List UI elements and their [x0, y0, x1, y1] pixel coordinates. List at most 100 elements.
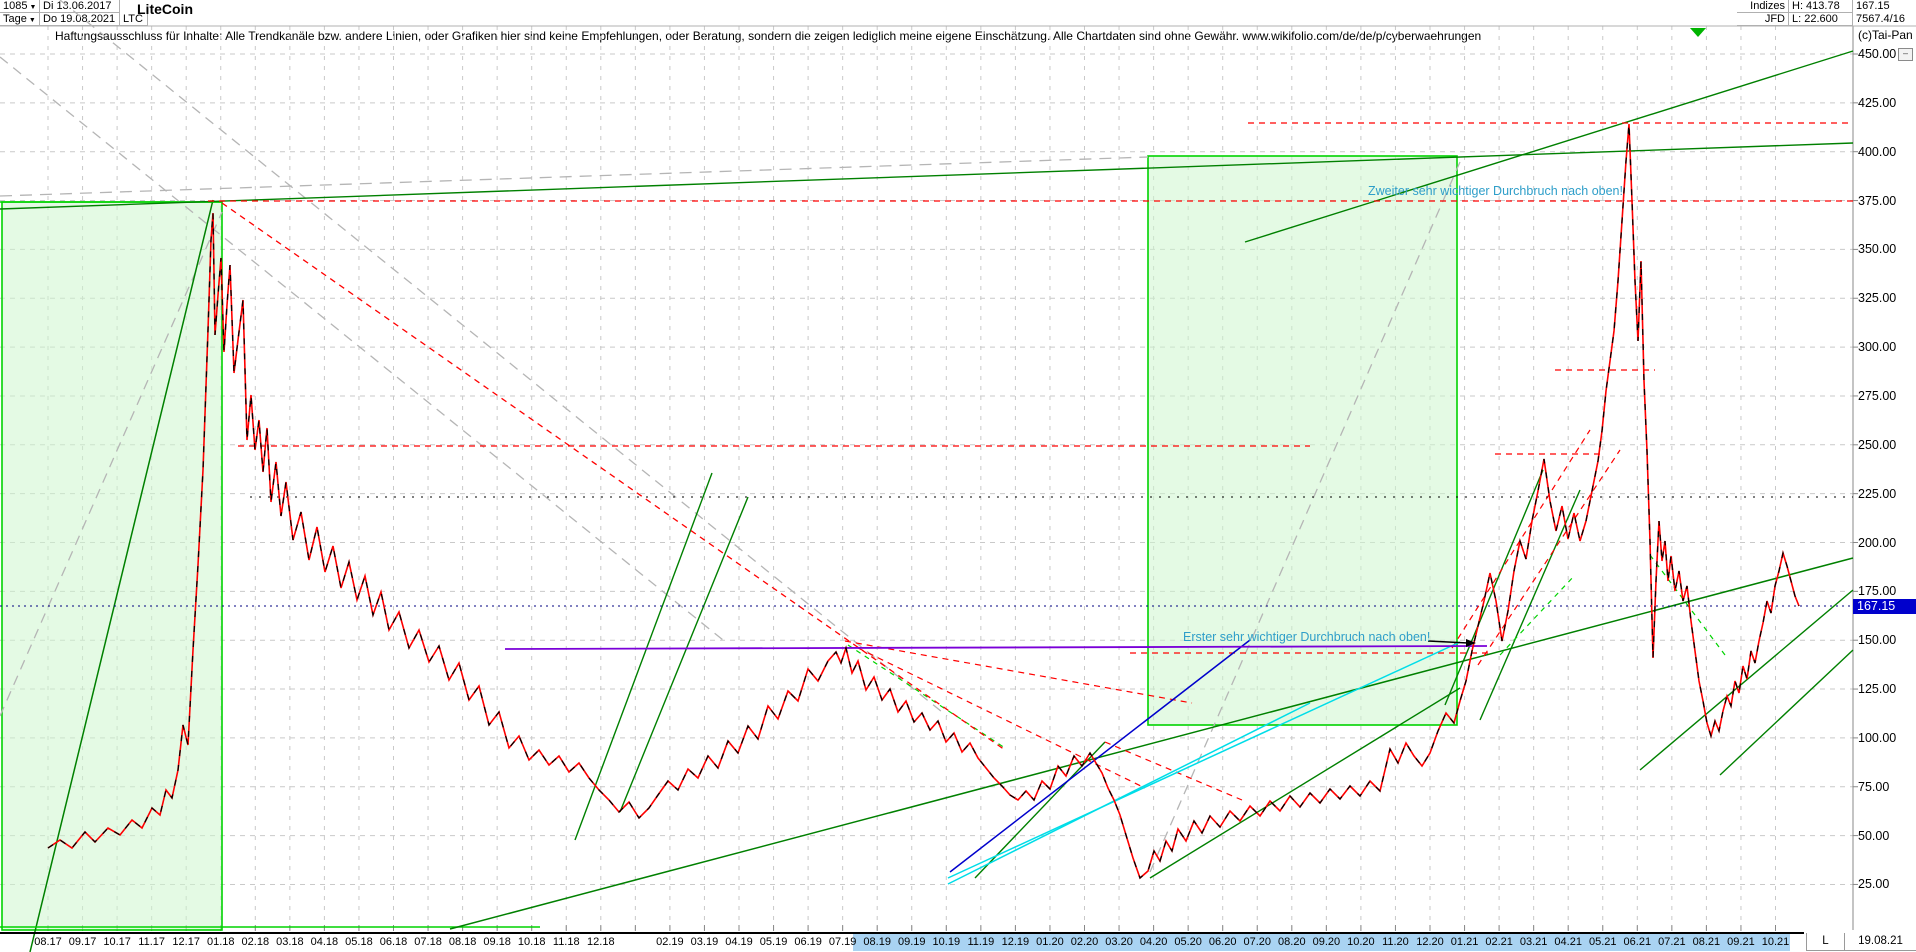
x-axis-label: 12.18	[587, 936, 615, 948]
x-axis-label: 01.21	[1450, 936, 1479, 948]
x-axis-label: 11.18	[552, 936, 580, 948]
y-axis-label: 25.00	[1858, 877, 1890, 892]
y-axis-label: 425.00	[1858, 95, 1897, 110]
y-axis-label: 325.00	[1858, 291, 1897, 306]
trend-line	[29, 199, 214, 952]
trend-line	[947, 702, 1311, 885]
y-axis-label: 300.00	[1858, 340, 1897, 355]
x-axis-label: 07.18	[414, 936, 442, 948]
y-axis-label: 250.00	[1858, 437, 1897, 452]
x-axis-label: 12.19	[1001, 936, 1030, 948]
trend-line	[59, 0, 948, 717]
x-axis-label: 03.18	[276, 936, 304, 948]
x-axis-label: 05.21	[1588, 936, 1617, 948]
x-axis-label: 03.21	[1519, 936, 1548, 948]
y-axis-label: 175.00	[1858, 584, 1897, 599]
bottom-right-cells: L 19.08.21	[1806, 933, 1916, 951]
volume-value: 7567.4/16	[1853, 13, 1913, 26]
x-axis-label: 08.21	[1692, 936, 1721, 948]
period-dropdown[interactable]: Tage ▼	[0, 13, 40, 26]
x-axis-label: 08.19	[863, 936, 891, 948]
trend-line	[619, 496, 749, 813]
header-row-1: 1085 ▼ Di 13.06.2017	[0, 0, 120, 13]
header-row-2: Tage ▼ Do 19.08.2021 LTC	[0, 13, 148, 26]
x-axis-line	[0, 932, 1804, 934]
x-axis-label: 03.20	[1105, 936, 1133, 948]
trend-line	[1719, 649, 1854, 776]
y-axis-label: 450.00	[1858, 47, 1897, 61]
chevron-down-icon: ▼	[28, 17, 36, 24]
trend-line	[949, 639, 1251, 873]
trend-line	[0, 56, 724, 641]
last-label: L	[1806, 933, 1845, 951]
x-axis-label: 10.19	[932, 936, 961, 948]
trend-line	[0, 142, 1854, 210]
x-axis-label: 02.18	[241, 936, 270, 948]
second-breakout-annotation: Zweiter sehr wichtiger Durchbruch nach o…	[1368, 184, 1623, 198]
last-date-label: 19.08.21	[1845, 933, 1916, 951]
trend-line	[1479, 489, 1581, 721]
y-axis-label: 275.00	[1858, 388, 1897, 403]
price-series-black	[47, 123, 1800, 880]
x-axis-label: 05.20	[1174, 936, 1202, 948]
y-axis-label: 200.00	[1858, 535, 1897, 550]
page-title: LiteCoin	[137, 1, 193, 17]
info-source-1: Indizes	[1737, 0, 1789, 13]
y-axis-label: 225.00	[1858, 486, 1897, 501]
minimize-icon[interactable]: –	[1898, 48, 1913, 61]
x-axis-label: 02.20	[1070, 936, 1099, 948]
x-axis-label: 04.21	[1554, 936, 1582, 948]
bars-count-dropdown[interactable]: 1085 ▼	[0, 0, 40, 13]
x-axis-label: 01.20	[1036, 936, 1064, 948]
x-axis-label: 10.20	[1347, 936, 1375, 948]
x-axis-label: 12.20	[1416, 936, 1444, 948]
x-axis-label: 10.18	[517, 936, 546, 948]
x-axis-label: 04.19	[725, 936, 753, 948]
first-breakout-annotation: Erster sehr wichtiger Durchbruch nach ob…	[1183, 630, 1431, 644]
x-axis-label: 08.20	[1278, 936, 1306, 948]
high-value: H: 413.78	[1789, 0, 1853, 13]
info-row-1: Indizes H: 413.78 167.15	[1737, 0, 1913, 13]
x-axis-label: 10.21	[1761, 936, 1790, 948]
x-axis-label: 11.20	[1382, 936, 1409, 948]
y-axis-label: 100.00	[1858, 730, 1897, 745]
x-axis-label: 04.20	[1139, 936, 1168, 948]
x-axis-label: 08.18	[448, 936, 477, 948]
trend-line	[1451, 429, 1591, 649]
wikifolio-period-highlight	[853, 934, 1790, 951]
trend-line	[1444, 469, 1544, 706]
trend-line	[1499, 574, 1576, 656]
x-axis-label: 02.19	[656, 936, 684, 948]
trend-line	[574, 472, 713, 841]
trend-line	[449, 557, 1854, 930]
chart-marker-triangle	[1690, 28, 1706, 37]
trend-line	[504, 645, 1488, 650]
trend-line	[847, 644, 1006, 749]
disclaimer-text: Haftungsausschluss für Inhalte: Alle Tre…	[55, 29, 1482, 43]
trend-line	[221, 202, 1006, 751]
x-axis-label: 09.19	[897, 936, 926, 948]
x-axis-label: 06.18	[379, 936, 408, 948]
x-axis-label: 04.18	[310, 936, 339, 948]
x-axis-label: 09.20	[1312, 936, 1341, 948]
trend-line	[1104, 741, 1243, 801]
trend-line	[0, 211, 223, 717]
info-row-2: JFD L: 22.600 7567.4/16	[1737, 13, 1913, 26]
trend-line	[947, 641, 1461, 879]
trend-line	[844, 640, 1193, 704]
last-price-value: 167.15	[1853, 0, 1913, 13]
x-axis-label: 05.19	[759, 936, 788, 948]
trend-line	[1649, 554, 1726, 656]
y-axis-label: 125.00	[1858, 682, 1897, 697]
x-axis-label: 08.17	[34, 936, 62, 948]
y-axis-label: 75.00	[1858, 779, 1890, 794]
x-axis-label: 10.17	[103, 936, 131, 948]
x-axis-label: 01.18	[206, 936, 235, 948]
y-axis-label: 50.00	[1858, 828, 1890, 843]
date-from-field[interactable]: Di 13.06.2017	[40, 0, 120, 13]
y-axis-label: 375.00	[1858, 193, 1897, 208]
x-axis-label: 11.19	[967, 936, 995, 948]
x-axis-label: 07.21	[1658, 936, 1686, 948]
chevron-down-icon: ▼	[29, 4, 37, 11]
